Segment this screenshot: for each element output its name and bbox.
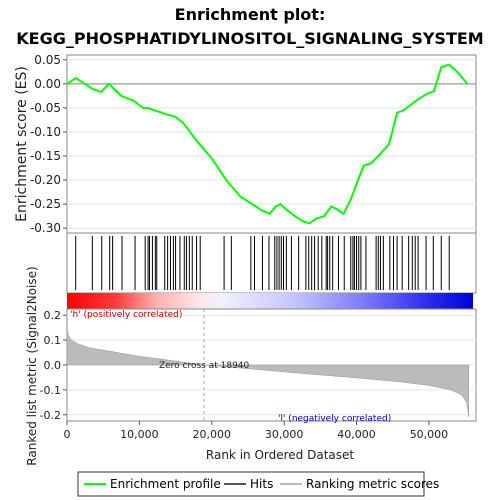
metric-ytick-label: -0.2 <box>40 409 61 422</box>
es-ytick-label: 0.05 <box>34 53 61 67</box>
es-ylabel: Enrichment score (ES) <box>14 66 30 222</box>
metric-ytick-label: 0.1 <box>44 334 62 347</box>
zero-cross-label: Zero cross at 18940 <box>159 361 250 371</box>
x-tick-label: 20,000 <box>193 428 232 441</box>
x-tick-label: 50,000 <box>410 428 449 441</box>
chart-title-line2: KEGG_PHOSPHATIDYLINOSITOL_SIGNALING_SYST… <box>16 29 483 48</box>
x-axis-label: Rank in Ordered Dataset <box>206 448 354 462</box>
es-panel: 0.05 0.00 -0.05 -0.10 -0.15 -0.20 -0.25 -0.30 E… <box>14 53 477 235</box>
es-plot-frame <box>66 54 477 234</box>
rank-heat-bar <box>67 293 473 309</box>
metric-yticks: 0.2 0.1 0.0 -0.1 -0.2 <box>40 309 67 422</box>
enrichment-profile-line <box>66 63 469 225</box>
negative-correlated-label: 'l' (negatively correlated) <box>278 414 391 424</box>
es-ytick-label: 0.00 <box>34 77 61 91</box>
chart-title-line1: Enrichment plot: <box>175 5 326 24</box>
x-axis-ticks: 0 10,000 20,000 30,000 40,000 50,000 <box>64 421 449 441</box>
es-ytick-label: -0.05 <box>30 101 61 115</box>
legend-item-profile: Enrichment profile <box>110 477 221 491</box>
es-ytick-label: -0.20 <box>30 173 61 187</box>
x-tick-label: 10,000 <box>120 428 159 441</box>
es-ytick-label: -0.15 <box>30 149 61 163</box>
metric-ytick-label: -0.1 <box>40 384 61 397</box>
hit-lines <box>75 236 450 290</box>
x-tick-label: 30,000 <box>265 428 304 441</box>
hits-panel <box>66 232 477 294</box>
es-yticks: 0.05 0.00 -0.05 -0.10 -0.15 -0.20 -0.25 -0.30 <box>30 53 67 235</box>
hits-frame <box>66 232 477 294</box>
legend-box <box>77 471 425 497</box>
metric-ylabel: Ranked list metric (Signal2Noise) <box>25 266 39 465</box>
positive-correlated-label: 'h' (positively correlated) <box>70 310 182 320</box>
es-ytick-label: -0.10 <box>30 125 61 139</box>
metric-ytick-label: 0.2 <box>44 309 62 322</box>
legend-item-metric: Ranking metric scores <box>306 477 439 491</box>
legend-item-hits: Hits <box>250 477 273 491</box>
metric-panel: Zero cross at 18940 'h' (positively corr… <box>25 266 477 466</box>
x-tick-label: 40,000 <box>337 428 376 441</box>
es-ytick-label: -0.25 <box>30 197 61 211</box>
ranking-metric-area <box>66 327 470 418</box>
metric-ytick-label: 0.0 <box>44 359 62 372</box>
x-tick-label: 0 <box>64 428 71 441</box>
es-ytick-label: -0.30 <box>30 221 61 235</box>
legend: Enrichment profile Hits Ranking metric s… <box>77 471 439 497</box>
